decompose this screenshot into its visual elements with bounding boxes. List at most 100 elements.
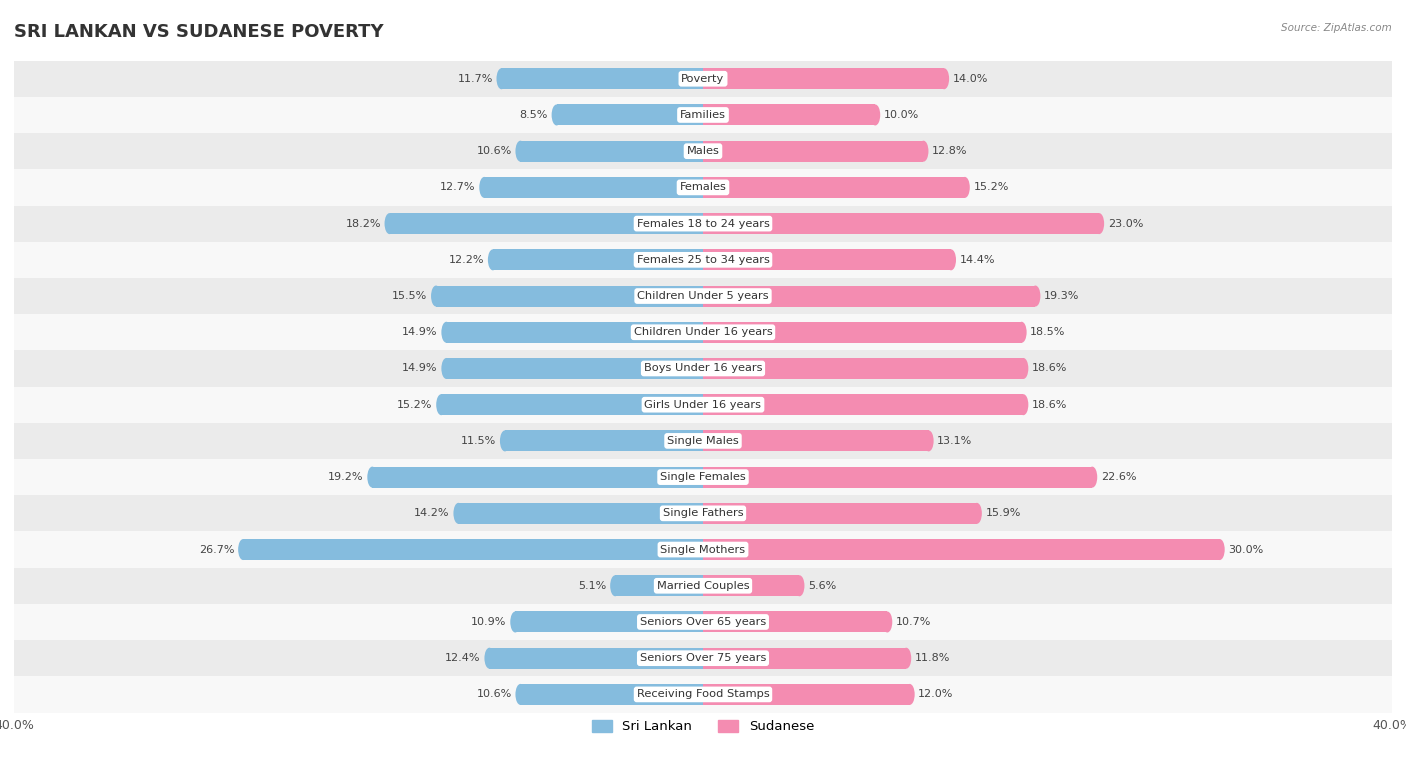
Text: 18.2%: 18.2%	[346, 218, 381, 229]
Text: 12.0%: 12.0%	[918, 690, 953, 700]
Bar	[14, 133, 1392, 169]
Circle shape	[960, 177, 970, 198]
Text: Married Couples: Married Couples	[657, 581, 749, 590]
Text: 15.9%: 15.9%	[986, 509, 1021, 518]
Text: 30.0%: 30.0%	[1229, 544, 1264, 555]
Text: SRI LANKAN VS SUDANESE POVERTY: SRI LANKAN VS SUDANESE POVERTY	[14, 23, 384, 41]
Circle shape	[1031, 286, 1040, 306]
Text: 10.0%: 10.0%	[884, 110, 920, 120]
Circle shape	[870, 105, 880, 126]
Circle shape	[901, 647, 911, 669]
Text: 14.0%: 14.0%	[953, 74, 988, 83]
Circle shape	[516, 684, 526, 705]
Bar	[14, 387, 1392, 423]
Text: 14.9%: 14.9%	[402, 327, 437, 337]
Text: 12.8%: 12.8%	[932, 146, 967, 156]
Text: 12.7%: 12.7%	[440, 183, 475, 193]
Text: Girls Under 16 years: Girls Under 16 years	[644, 399, 762, 409]
Bar	[703, 394, 1024, 415]
Circle shape	[516, 141, 526, 161]
Bar	[373, 467, 703, 487]
Bar	[520, 684, 703, 705]
Text: 13.1%: 13.1%	[938, 436, 973, 446]
Circle shape	[432, 286, 441, 306]
Text: 8.5%: 8.5%	[520, 110, 548, 120]
Circle shape	[1094, 213, 1104, 234]
Circle shape	[485, 647, 495, 669]
Text: 12.4%: 12.4%	[446, 653, 481, 663]
Bar	[14, 205, 1392, 242]
Bar	[557, 105, 703, 126]
Bar	[703, 612, 887, 632]
Bar	[14, 314, 1392, 350]
Circle shape	[610, 575, 620, 597]
Text: 15.2%: 15.2%	[973, 183, 1008, 193]
Bar	[484, 177, 703, 198]
Text: 5.6%: 5.6%	[808, 581, 837, 590]
Text: 10.9%: 10.9%	[471, 617, 506, 627]
Bar	[14, 676, 1392, 713]
Bar	[703, 249, 950, 271]
Circle shape	[939, 68, 949, 89]
Circle shape	[924, 431, 934, 452]
Circle shape	[238, 539, 247, 560]
Bar	[14, 495, 1392, 531]
Circle shape	[1018, 394, 1028, 415]
Circle shape	[883, 612, 893, 632]
Text: 18.5%: 18.5%	[1031, 327, 1066, 337]
Circle shape	[384, 213, 395, 234]
Bar	[616, 575, 703, 597]
Circle shape	[918, 141, 928, 161]
Bar	[243, 539, 703, 560]
Circle shape	[1215, 539, 1225, 560]
Text: 22.6%: 22.6%	[1101, 472, 1136, 482]
Text: Males: Males	[686, 146, 720, 156]
Bar	[14, 278, 1392, 314]
Text: 11.7%: 11.7%	[457, 74, 494, 83]
Bar	[14, 459, 1392, 495]
Bar	[14, 640, 1392, 676]
Bar	[14, 61, 1392, 97]
Text: 23.0%: 23.0%	[1108, 218, 1143, 229]
Text: Receiving Food Stamps: Receiving Food Stamps	[637, 690, 769, 700]
Bar	[436, 286, 703, 306]
Text: Females 18 to 24 years: Females 18 to 24 years	[637, 218, 769, 229]
Circle shape	[367, 467, 377, 487]
Text: 10.7%: 10.7%	[896, 617, 931, 627]
Text: Females 25 to 34 years: Females 25 to 34 years	[637, 255, 769, 265]
Text: 11.8%: 11.8%	[915, 653, 950, 663]
Text: Single Females: Single Females	[661, 472, 745, 482]
Bar	[446, 358, 703, 379]
Bar	[703, 321, 1022, 343]
Bar	[703, 105, 875, 126]
Text: 15.2%: 15.2%	[398, 399, 433, 409]
Circle shape	[1018, 358, 1028, 379]
Circle shape	[488, 249, 498, 271]
Bar	[703, 431, 928, 452]
Bar	[14, 169, 1392, 205]
Circle shape	[453, 503, 464, 524]
Bar	[703, 647, 907, 669]
Bar	[703, 575, 800, 597]
Bar	[489, 647, 703, 669]
Text: Poverty: Poverty	[682, 74, 724, 83]
Text: Source: ZipAtlas.com: Source: ZipAtlas.com	[1281, 23, 1392, 33]
Bar	[14, 423, 1392, 459]
Bar	[703, 684, 910, 705]
Text: 14.2%: 14.2%	[415, 509, 450, 518]
Bar	[703, 68, 945, 89]
Text: 19.2%: 19.2%	[328, 472, 364, 482]
Circle shape	[501, 431, 510, 452]
Bar	[703, 467, 1092, 487]
Circle shape	[436, 394, 446, 415]
Text: 14.4%: 14.4%	[960, 255, 995, 265]
Legend: Sri Lankan, Sudanese: Sri Lankan, Sudanese	[586, 715, 820, 738]
Text: 15.5%: 15.5%	[392, 291, 427, 301]
Bar	[14, 97, 1392, 133]
Bar	[14, 604, 1392, 640]
Bar	[703, 358, 1024, 379]
Text: Children Under 16 years: Children Under 16 years	[634, 327, 772, 337]
Bar	[458, 503, 703, 524]
Bar	[389, 213, 703, 234]
Bar	[14, 531, 1392, 568]
